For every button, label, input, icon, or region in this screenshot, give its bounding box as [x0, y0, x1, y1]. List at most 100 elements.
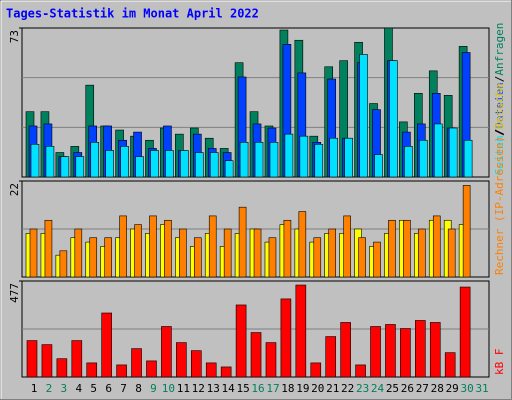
bar: [295, 284, 307, 378]
bar: [359, 54, 368, 178]
bar: [250, 332, 262, 378]
legend-entry: kB F: [493, 349, 506, 376]
bar: [239, 142, 249, 178]
bar: [44, 219, 53, 278]
x-tick-label: 5: [90, 382, 97, 395]
bar: [30, 144, 40, 178]
x-tick-label: 30: [461, 382, 474, 395]
bar: [131, 348, 142, 378]
bar: [135, 156, 144, 178]
legend-separator: /: [493, 129, 506, 136]
legend: Seiten/Dateien/Anfragen: [493, 23, 506, 175]
bar: [419, 139, 428, 178]
bar: [101, 312, 112, 378]
bar: [388, 219, 396, 278]
x-tick-label: 20: [311, 382, 324, 395]
bar: [179, 228, 187, 278]
bar: [205, 362, 217, 378]
bar: [325, 336, 337, 378]
bar: [146, 360, 157, 378]
x-tick-label: 8: [135, 382, 142, 395]
bar: [119, 215, 127, 278]
bar: [254, 142, 264, 178]
bar: [340, 322, 351, 378]
bar: [253, 228, 262, 278]
bar: [120, 146, 129, 178]
bar: [224, 160, 234, 178]
bar: [209, 152, 219, 178]
bar: [56, 358, 68, 378]
x-tick-label: 3: [61, 382, 68, 395]
x-tick-label: 24: [371, 382, 385, 395]
bar: [164, 219, 172, 278]
bar: [180, 150, 189, 178]
x-tick-label: 11: [177, 382, 190, 395]
x-tick-label: 28: [431, 382, 444, 395]
bar: [105, 150, 114, 178]
legend: kB F: [493, 349, 506, 376]
bar: [313, 237, 322, 278]
bar: [343, 215, 351, 278]
bar: [400, 328, 411, 378]
legend-entry: Anfragen: [493, 23, 506, 76]
x-tick-label: 25: [386, 382, 399, 395]
x-tick-label: 23: [356, 382, 369, 395]
x-tick-label: 29: [446, 382, 459, 395]
bar: [45, 146, 55, 178]
bar: [344, 137, 353, 178]
bar: [328, 228, 337, 278]
x-tick-label: 14: [222, 382, 236, 395]
bar: [86, 362, 98, 378]
chart-title: Tages-Statistik im Monat April 2022: [6, 7, 259, 21]
x-tick-label: 6: [105, 382, 112, 395]
bar: [29, 228, 38, 278]
bar: [161, 326, 172, 378]
y-tick-label: 477: [8, 283, 21, 303]
bar: [269, 142, 279, 178]
x-tick-label: 19: [296, 382, 309, 395]
bar: [432, 215, 441, 278]
x-tick-label: 1: [31, 382, 38, 395]
bar: [134, 224, 142, 278]
legend-separator: /: [493, 129, 506, 136]
bar: [71, 340, 83, 378]
bar: [268, 237, 277, 278]
bar: [448, 127, 458, 178]
bar: [89, 237, 98, 278]
x-tick-label: 31: [475, 382, 488, 395]
legend-entry: Besuche: [493, 83, 506, 129]
legend-entry: Dateien: [493, 82, 506, 128]
bar: [329, 137, 339, 178]
y-tick-label: 73: [8, 30, 21, 43]
bar: [193, 237, 202, 278]
bar: [116, 364, 127, 378]
legend: Rechner (IP-Adressen)/Besuche: [493, 83, 506, 275]
bar: [374, 154, 383, 178]
bar: [223, 228, 232, 278]
bar: [208, 215, 217, 278]
bar: [176, 342, 187, 378]
bar: [463, 139, 473, 178]
bar: [280, 298, 292, 378]
bar: [355, 364, 366, 378]
bar: [284, 133, 294, 178]
x-tick-label: 10: [162, 382, 175, 395]
bar: [299, 135, 309, 178]
bar: [41, 344, 53, 378]
bar: [90, 142, 100, 178]
bar: [373, 241, 381, 278]
bar: [447, 228, 456, 278]
bar: [149, 215, 157, 278]
bar: [444, 352, 456, 378]
x-tick-label: 13: [207, 382, 220, 395]
bar: [220, 366, 232, 378]
bar: [26, 340, 38, 378]
bar: [283, 219, 292, 278]
bar: [150, 150, 159, 178]
x-tick-label: 16: [251, 382, 264, 395]
bar: [459, 286, 471, 378]
x-tick-label: 17: [266, 382, 279, 395]
legend-separator: /: [493, 76, 506, 83]
bar: [429, 322, 441, 378]
x-tick-label: 7: [120, 382, 127, 395]
